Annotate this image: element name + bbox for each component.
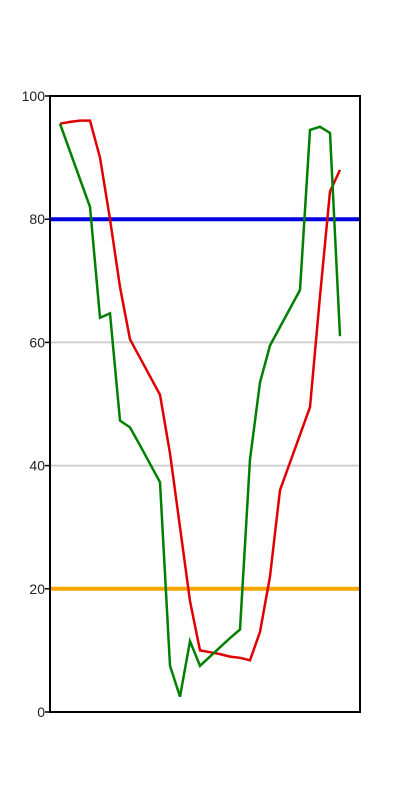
series-lines <box>58 119 342 697</box>
y-tick-label-0: 0 <box>37 704 45 720</box>
y-tick-label-20: 20 <box>29 581 45 597</box>
series-line-1 <box>59 119 342 662</box>
y-axis: 0 20 40 60 80 100 <box>22 88 50 720</box>
y-tick-label-80: 80 <box>29 211 45 227</box>
reference-lines <box>50 217 360 591</box>
plot-frame <box>49 95 361 713</box>
y-tick-label-100: 100 <box>22 88 46 104</box>
y-tick-label-60: 60 <box>29 334 45 350</box>
y-tick-label-40: 40 <box>29 458 45 474</box>
series-line-2 <box>58 123 342 697</box>
